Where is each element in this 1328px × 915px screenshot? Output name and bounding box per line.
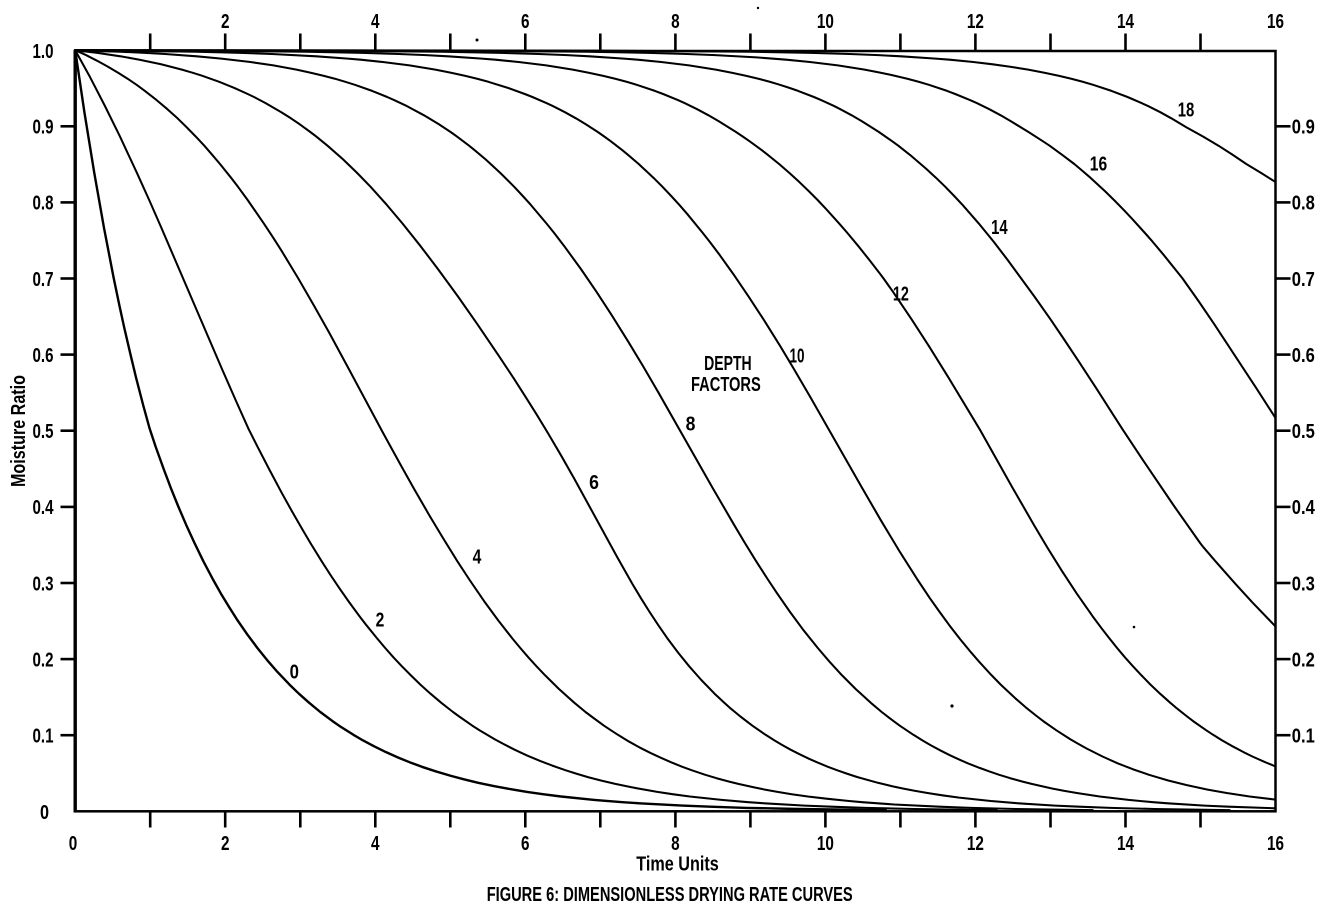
svg-text:Time Units: Time Units [636, 854, 718, 876]
svg-text:16: 16 [1267, 11, 1284, 33]
svg-text:4: 4 [371, 833, 380, 855]
svg-text:16: 16 [1267, 833, 1284, 855]
svg-text:14: 14 [1117, 833, 1135, 855]
svg-text:0.9: 0.9 [33, 117, 54, 139]
svg-text:10: 10 [817, 11, 834, 33]
svg-text:0.2: 0.2 [1292, 649, 1315, 671]
svg-text:10: 10 [817, 833, 834, 855]
svg-text:8: 8 [671, 833, 680, 855]
svg-text:2: 2 [376, 610, 385, 632]
svg-text:0.1: 0.1 [33, 726, 54, 748]
svg-text:6: 6 [521, 11, 530, 33]
svg-text:0.2: 0.2 [33, 649, 54, 671]
svg-text:10: 10 [790, 346, 805, 368]
svg-text:16: 16 [1090, 153, 1107, 175]
svg-text:12: 12 [893, 283, 909, 305]
svg-text:14: 14 [991, 217, 1008, 239]
svg-text:0: 0 [290, 662, 299, 684]
svg-text:0.5: 0.5 [33, 421, 54, 443]
svg-text:0.3: 0.3 [1292, 573, 1315, 595]
svg-text:8: 8 [686, 414, 696, 436]
svg-text:0.7: 0.7 [1292, 269, 1315, 291]
svg-text:Moisture Ratio: Moisture Ratio [8, 375, 30, 487]
svg-text:4: 4 [473, 546, 482, 568]
svg-text:18: 18 [1178, 99, 1195, 121]
svg-text:8: 8 [671, 11, 680, 33]
svg-text:0.5: 0.5 [1292, 421, 1315, 443]
svg-text:2: 2 [221, 833, 230, 855]
svg-text:14: 14 [1117, 11, 1135, 33]
svg-text:0.7: 0.7 [33, 269, 54, 291]
svg-text:6: 6 [589, 472, 599, 494]
svg-text:0.4: 0.4 [1292, 497, 1316, 519]
svg-text:FIGURE 6: DIMENSIONLESS DRYIN: FIGURE 6: DIMENSIONLESS DRYING RATE CURV… [487, 884, 853, 906]
svg-text:4: 4 [371, 11, 380, 33]
svg-text:12: 12 [967, 833, 984, 855]
svg-text:0.8: 0.8 [1292, 193, 1315, 215]
svg-text:0.6: 0.6 [1292, 345, 1315, 367]
svg-text:0.6: 0.6 [33, 345, 54, 367]
svg-text:DEPTH: DEPTH [704, 353, 752, 375]
svg-text:FACTORS: FACTORS [691, 374, 761, 396]
svg-text:1.0: 1.0 [33, 41, 54, 63]
svg-text:0: 0 [69, 833, 78, 855]
svg-text:2: 2 [221, 11, 230, 33]
svg-text:0.8: 0.8 [33, 193, 54, 215]
svg-text:0.1: 0.1 [1292, 726, 1315, 748]
svg-text:0.9: 0.9 [1292, 117, 1315, 139]
svg-text:6: 6 [521, 833, 530, 855]
svg-text:0: 0 [40, 802, 49, 824]
svg-text:0.3: 0.3 [33, 573, 54, 595]
svg-text:12: 12 [967, 11, 984, 33]
svg-text:0.4: 0.4 [33, 497, 55, 519]
